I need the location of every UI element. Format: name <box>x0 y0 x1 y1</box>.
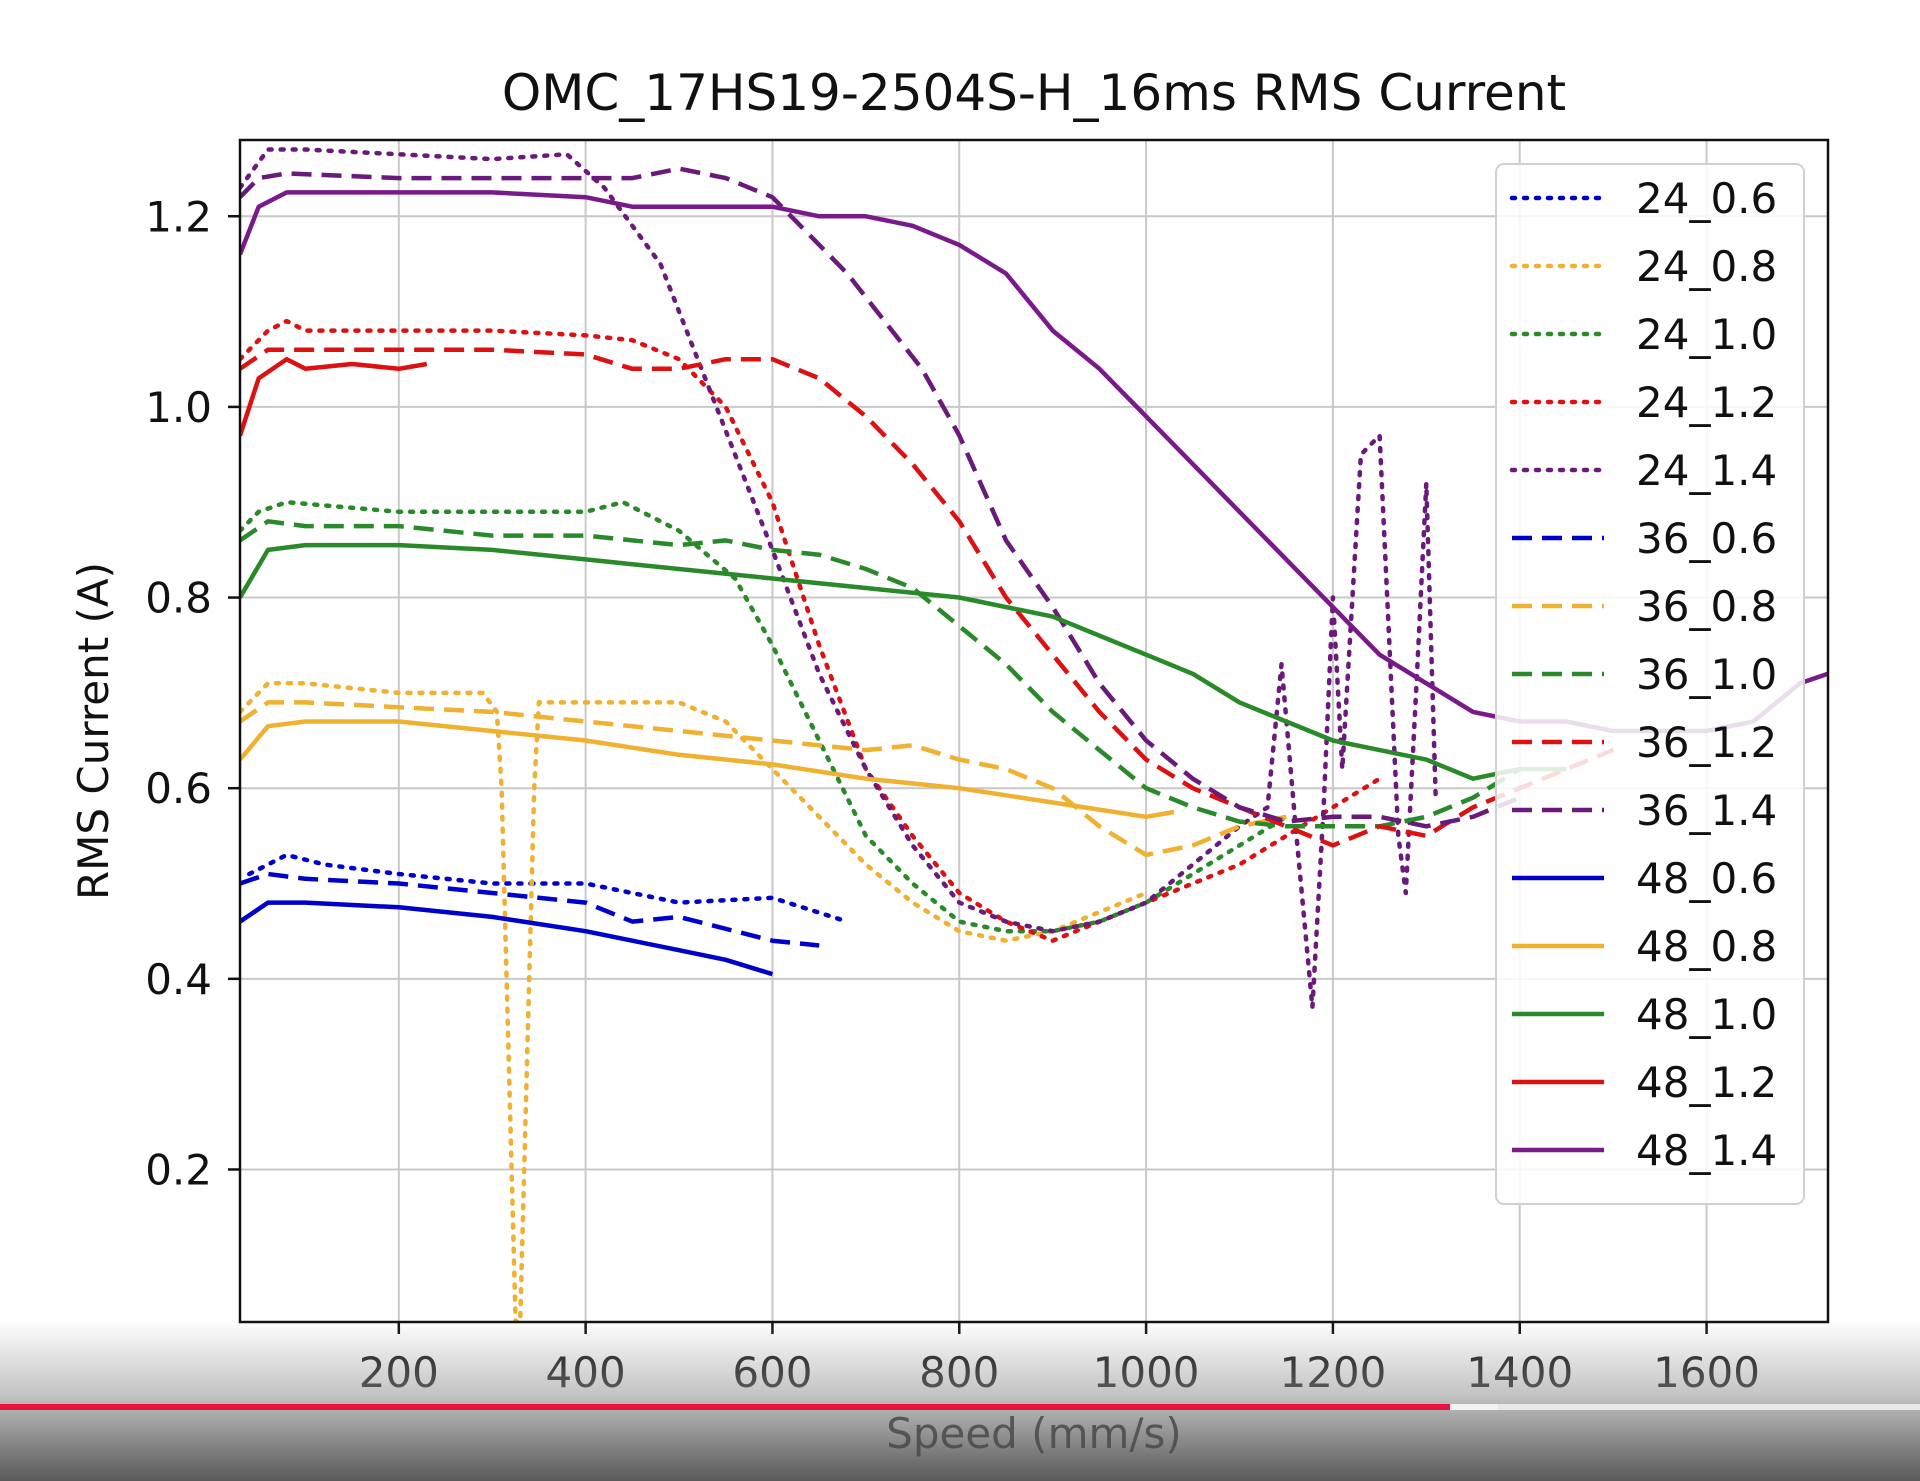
y-tick-label: 1.2 <box>145 192 212 241</box>
series-line-48_0.8 <box>240 719 1175 820</box>
x-tick-label: 1600 <box>1653 1348 1760 1397</box>
legend-label: 24_0.8 <box>1636 242 1777 291</box>
x-tick-label: 800 <box>919 1348 999 1397</box>
series-line-48_1.2 <box>240 356 428 437</box>
series-line-36_1.2 <box>240 347 1615 848</box>
legend-label: 36_1.0 <box>1636 650 1777 699</box>
legend-label: 36_1.4 <box>1636 786 1777 835</box>
progress-played <box>0 1404 1450 1410</box>
series-line-24_1.4 <box>240 147 1438 1010</box>
series-line-36_0.6 <box>240 871 820 948</box>
y-tick-label: 0.6 <box>145 764 212 813</box>
legend-label: 24_1.0 <box>1636 310 1777 359</box>
legend: 24_0.6 24_0.8 24_1.0 24_1.2 24_1.4 36_0.6 36_0… <box>1495 163 1805 1205</box>
x-tick-label: 400 <box>546 1348 626 1397</box>
x-tick-label: 200 <box>359 1348 439 1397</box>
legend-label: 36_0.6 <box>1636 514 1777 563</box>
y-tick-label: 0.2 <box>145 1145 212 1194</box>
legend-label: 24_1.2 <box>1636 378 1777 427</box>
x-axis-label: Speed (mm/s) <box>886 1409 1182 1458</box>
series-line-48_0.6 <box>240 900 774 977</box>
legend-label: 24_0.6 <box>1636 174 1777 223</box>
video-progress-bar[interactable] <box>0 1404 1920 1410</box>
series-line-24_0.6 <box>247 852 850 924</box>
legend-label: 24_1.4 <box>1636 446 1777 495</box>
legend-label: 48_0.8 <box>1636 922 1777 971</box>
y-tick-label: 1.0 <box>145 383 212 432</box>
x-tick-label: 1000 <box>1093 1348 1200 1397</box>
chart-title: OMC_17HS19-2504S-H_16ms RMS Current <box>502 64 1566 122</box>
series-line-24_1.2 <box>240 318 1382 943</box>
series-line-48_1.0 <box>240 542 1567 781</box>
legend-label: 48_1.4 <box>1636 1126 1777 1175</box>
series-line-36_1.0 <box>240 519 1521 829</box>
x-tick-label: 600 <box>732 1348 812 1397</box>
y-tick-label: 0.4 <box>145 955 212 1004</box>
legend-label: 36_1.2 <box>1636 718 1777 767</box>
series-line-24_0.8 <box>240 681 1149 1322</box>
y-axis-label: RMS Current (A) <box>69 562 118 900</box>
y-tick-label: 0.8 <box>145 574 212 623</box>
x-tick-label: 1400 <box>1466 1348 1573 1397</box>
x-tick-label: 1200 <box>1279 1348 1386 1397</box>
legend-label: 48_0.6 <box>1636 854 1777 903</box>
legend-label: 48_1.0 <box>1636 990 1777 1039</box>
legend-label: 48_1.2 <box>1636 1058 1777 1107</box>
legend-label: 36_0.8 <box>1636 582 1777 631</box>
